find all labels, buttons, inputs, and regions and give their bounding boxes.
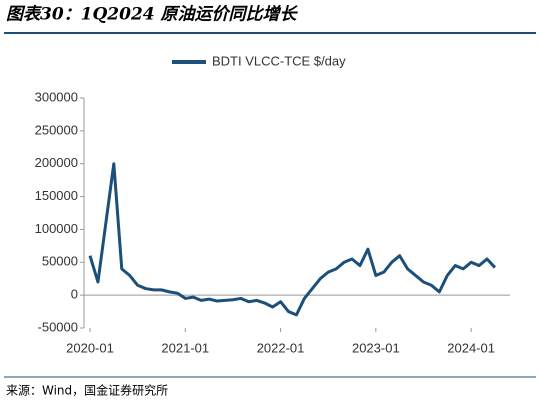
- y-tick-label: 50000: [42, 254, 78, 269]
- y-tick-label: 300000: [35, 89, 78, 104]
- source: 来源：Wind，国金证券研究所: [6, 383, 168, 398]
- x-tick-label: 2024-01: [447, 340, 495, 355]
- legend-label: BDTI VLCC-TCE $/day: [212, 53, 346, 68]
- y-tick-label: 100000: [35, 221, 78, 236]
- x-tick-label: 2022-01: [257, 340, 305, 355]
- y-tick-label: 0: [71, 287, 78, 302]
- y-tick-label: -50000: [38, 319, 78, 334]
- x-tick-label: 2020-01: [66, 340, 114, 355]
- y-tick-label: 150000: [35, 188, 78, 203]
- series-line: [88, 162, 497, 317]
- x-tick-label: 2023-01: [352, 340, 400, 355]
- y-tick-label: 200000: [35, 155, 78, 170]
- x-tick-label: 2021-01: [161, 340, 209, 355]
- chart-title: 图表30：1Q2024 原油运价同比增长: [6, 5, 299, 25]
- y-tick-label: 250000: [35, 122, 78, 137]
